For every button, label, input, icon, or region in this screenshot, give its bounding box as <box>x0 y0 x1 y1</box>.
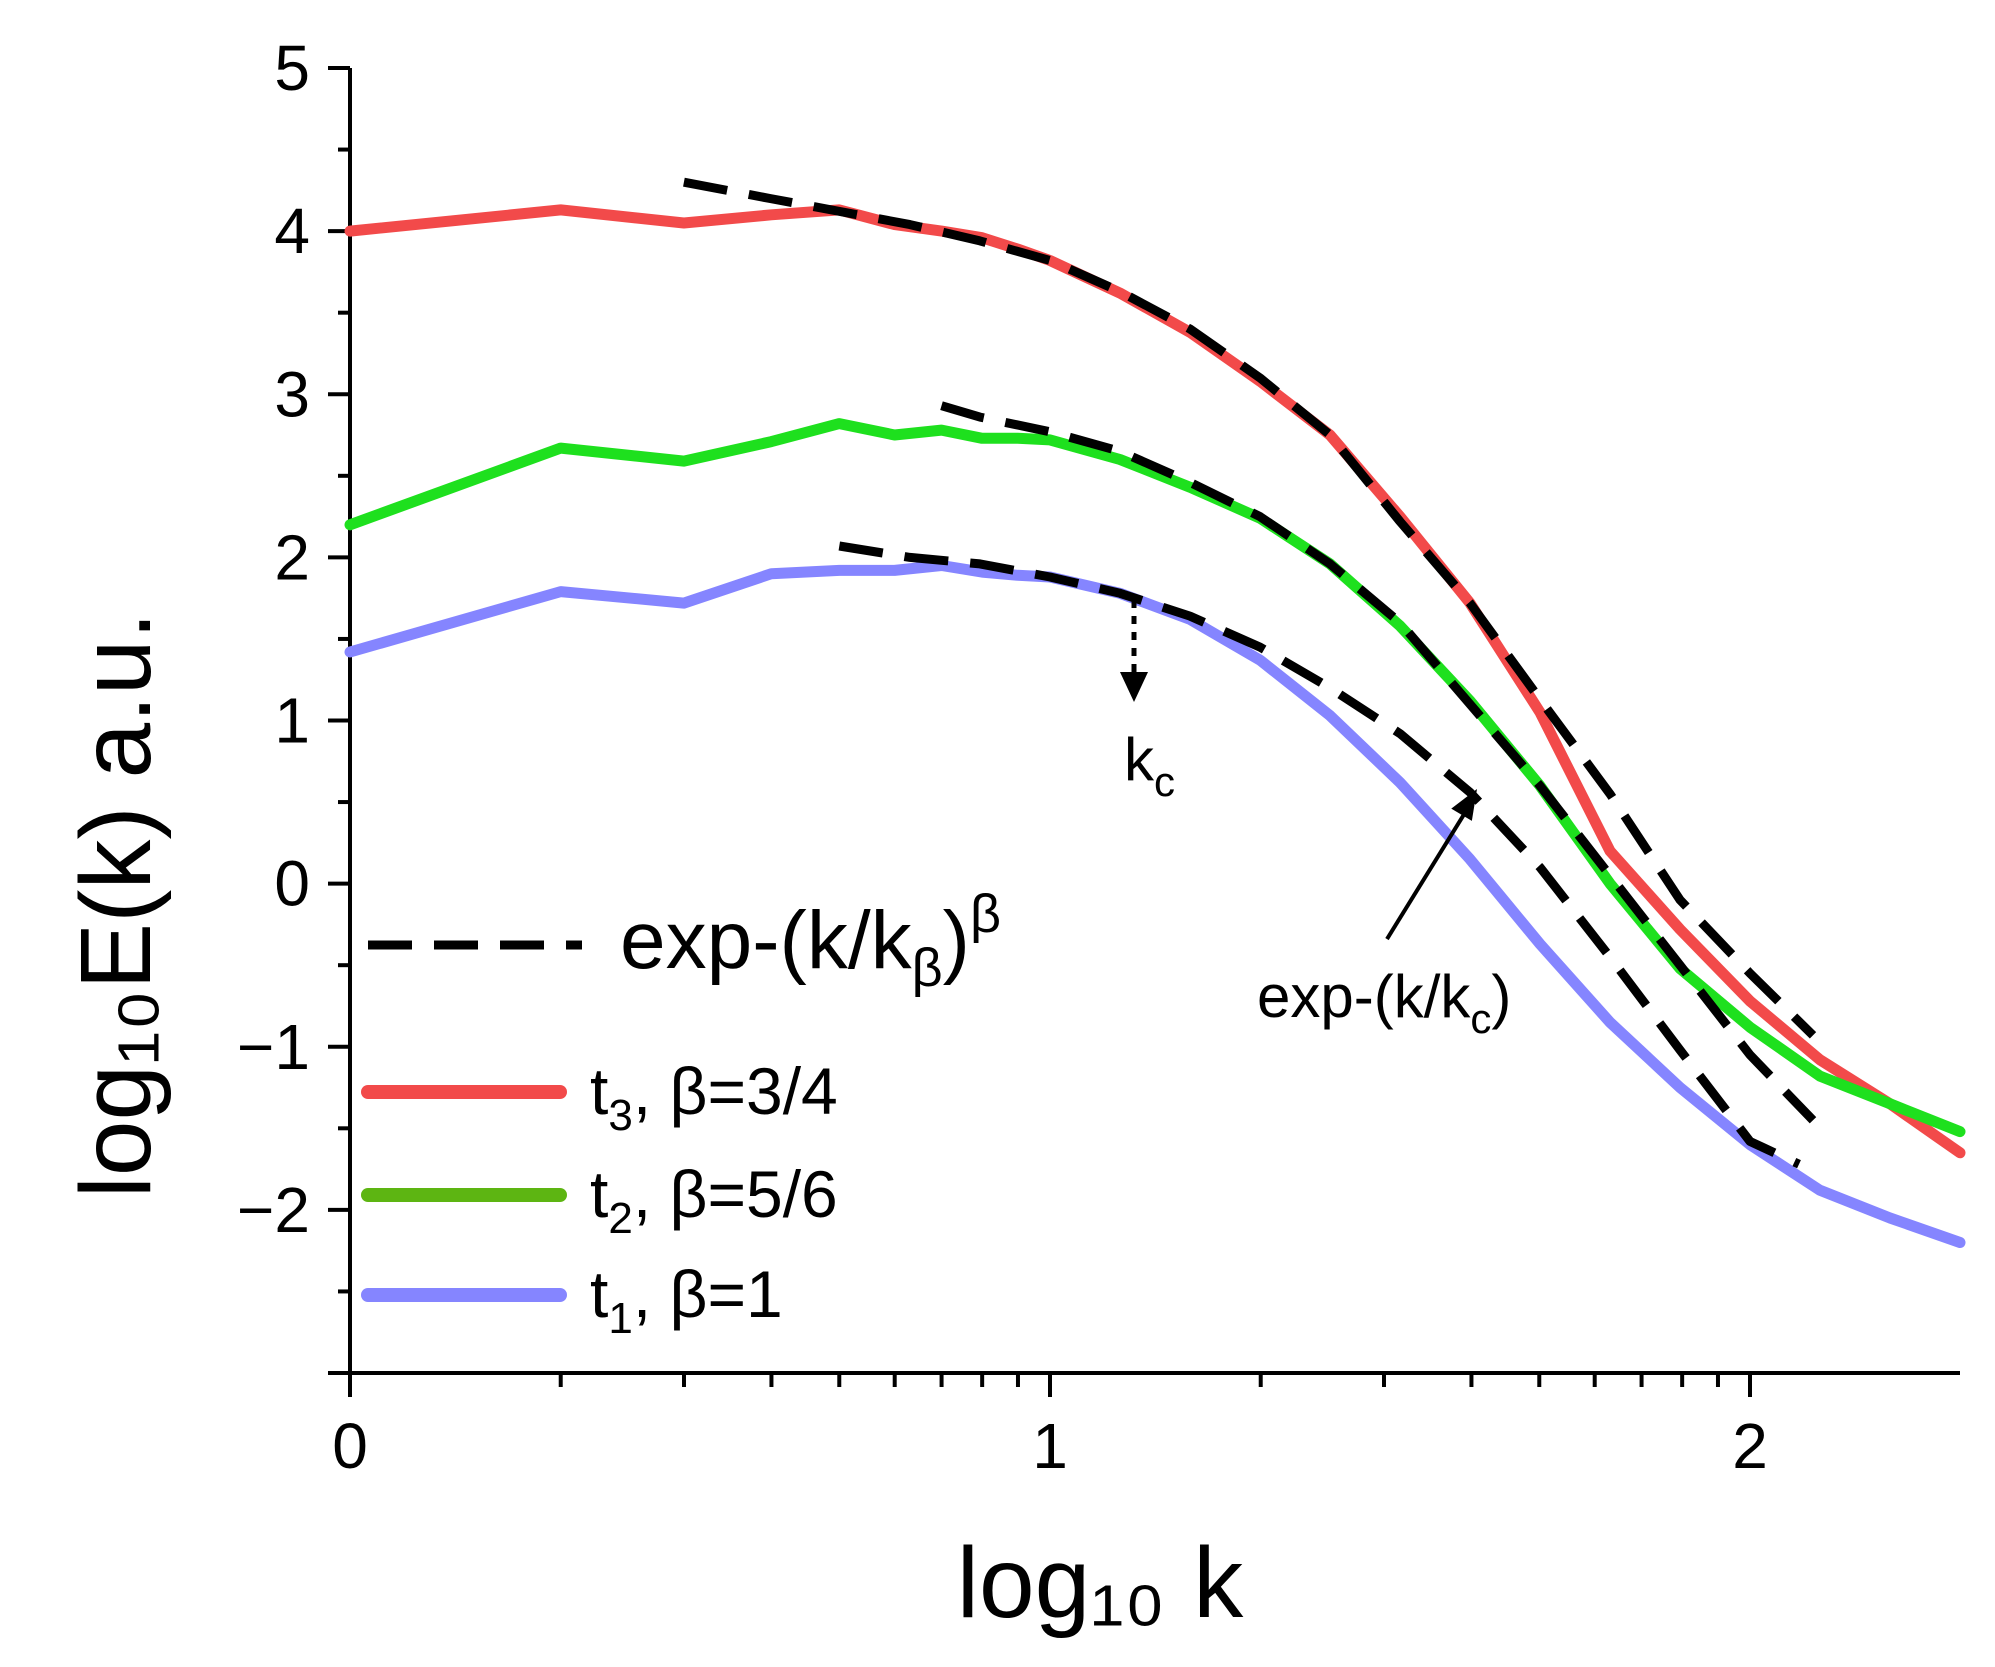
series-line-2 <box>344 560 1966 1248</box>
legend-label-t1: t1, β=1 <box>590 1257 783 1343</box>
chart-series-group <box>344 177 1966 1248</box>
y-tick-label: 5 <box>274 32 310 104</box>
x-tick-label: 1 <box>1032 1410 1068 1482</box>
y-tick-label: 1 <box>274 685 310 757</box>
chart-annotations: kc exp-(k/kc) <box>1120 600 1511 1042</box>
y-tick-label: 4 <box>274 195 310 267</box>
exp-kc-arrow-shaft <box>1385 801 1473 941</box>
y-axis-title: log₁₀E(k) a.u. <box>60 612 172 1199</box>
exp-kc-label: exp-(k/kc) <box>1257 963 1511 1042</box>
x-tick-label: 0 <box>332 1410 368 1482</box>
y-tick-label: −1 <box>237 1011 310 1083</box>
kc-label: kc <box>1124 726 1175 805</box>
y-tick-label: 0 <box>274 848 310 920</box>
series-line-3 <box>683 177 1817 1039</box>
series-line-4 <box>940 401 1817 1124</box>
legend-label-t3: t3, β=3/4 <box>590 1054 838 1140</box>
series-line-1 <box>344 418 1966 1138</box>
chart-legend: exp-(k/kβ)β t3, β=3/4 t2, β=5/6 t1, β=1 <box>361 884 1001 1343</box>
y-tick-label: 3 <box>274 358 310 430</box>
chart-axes: −2 −1 0 1 2 3 4 5 0 1 2 <box>237 32 1960 1482</box>
legend-label-fit: exp-(k/kβ)β <box>620 884 1001 998</box>
series-line-5 <box>838 541 1801 1169</box>
exp-kc-arrow-head <box>1451 789 1477 821</box>
x-axis-title: log₁₀ k <box>957 1527 1244 1639</box>
legend-label-t2: t2, β=5/6 <box>590 1157 838 1243</box>
kc-arrow-head <box>1120 672 1148 702</box>
x-tick-label: 2 <box>1732 1410 1768 1482</box>
y-tick-label: 2 <box>274 521 310 593</box>
y-tick-label: −2 <box>237 1174 310 1246</box>
